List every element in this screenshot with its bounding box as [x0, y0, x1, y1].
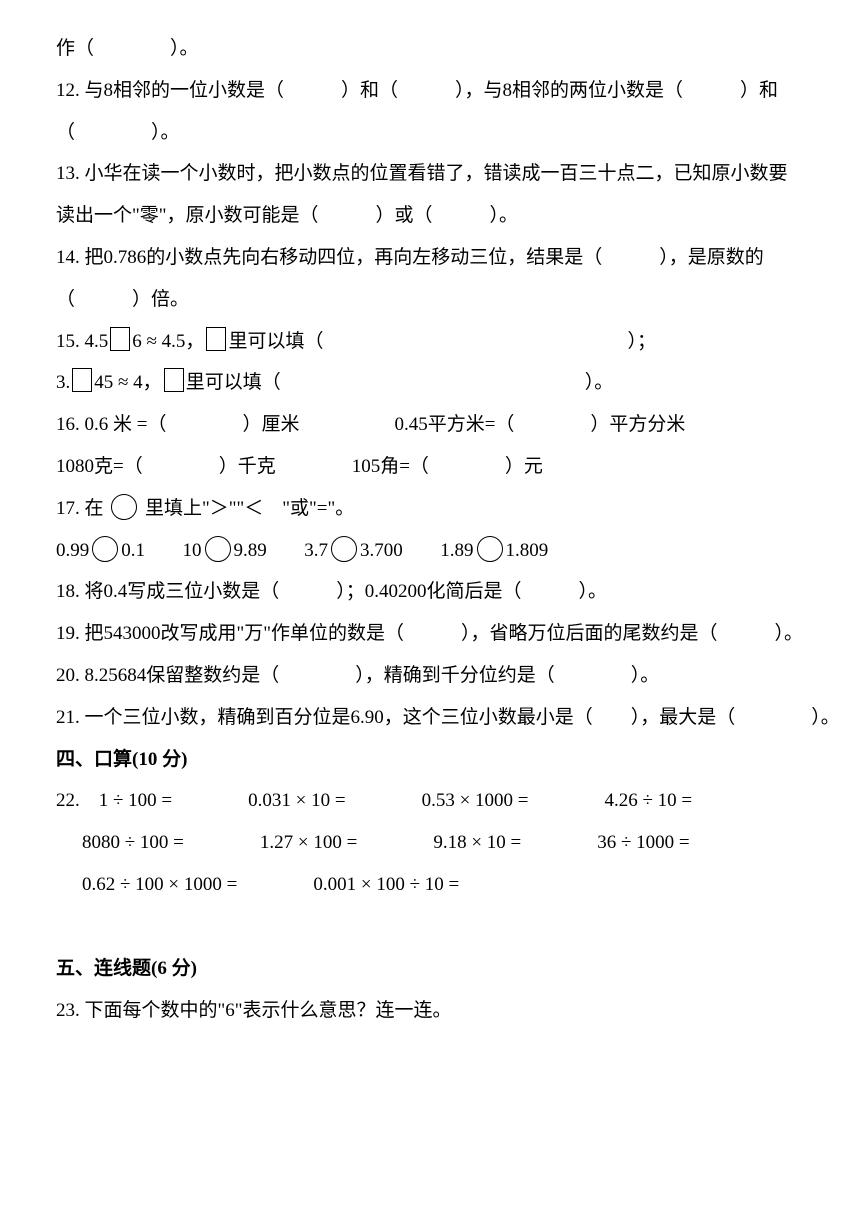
q15-mid1a: 6 ≈ 4.5，: [132, 331, 204, 352]
blank-box-icon: [72, 368, 92, 392]
q17-line1: 17. 在 里填上"＞""＜ "或"="。: [56, 488, 800, 530]
circle-icon: [477, 536, 503, 562]
blank-box-icon: [206, 327, 226, 351]
q16-line2: 1080克=（ ）千克 105角=（ ）元: [56, 446, 800, 488]
q17-p3a: 3.7: [304, 540, 328, 561]
q15-mid2a: 45 ≈ 4，: [94, 372, 161, 393]
circle-icon: [331, 536, 357, 562]
blank-box-icon: [110, 327, 130, 351]
q17-p3b: 3.700: [360, 540, 403, 561]
q18: 18. 将0.4写成三位小数是（ ）；0.40200化简后是（ ）。: [56, 571, 800, 613]
circle-icon: [92, 536, 118, 562]
q14-line2: （ ）倍。: [56, 279, 800, 321]
q17-line2: 0.99 0.1 10 9.89 3.7 3.700 1.89 1.809: [56, 530, 800, 572]
q19: 19. 把543000改写成用"万"作单位的数是（ ），省略万位后面的尾数约是（…: [56, 613, 800, 655]
q17-p1b: 0.1: [121, 540, 145, 561]
q15-pre2: 3.: [56, 372, 70, 393]
q16-line1: 16. 0.6 米 =（ ）厘米 0.45平方米=（ ）平方分米: [56, 404, 800, 446]
q15-pre1: 15. 4.5: [56, 331, 108, 352]
q17-p4a: 1.89: [440, 540, 473, 561]
q15-line1: 15. 4.5 6 ≈ 4.5， 里可以填（ ）；: [56, 321, 800, 363]
q11-fragment: 作（ ）。: [56, 28, 800, 70]
circle-icon: [111, 494, 137, 520]
q12-line2: （ ）。: [56, 112, 800, 154]
section4-title: 四、口算(10 分): [56, 739, 800, 781]
q15-mid1b: 里可以填（ ）；: [228, 331, 656, 352]
circle-icon: [205, 536, 231, 562]
q17-p2a: 10: [183, 540, 202, 561]
q13-line1: 13. 小华在读一个小数时，把小数点的位置看错了，错读成一百三十点二，已知原小数…: [56, 153, 800, 195]
q22-row2: 8080 ÷ 100 = 1.27 × 100 = 9.18 × 10 = 36…: [56, 822, 800, 864]
q13-line2: 读出一个"零"，原小数可能是（ ）或（ ）。: [56, 195, 800, 237]
q23: 23. 下面每个数中的"6"表示什么意思？连一连。: [56, 990, 800, 1032]
q17-post: 里填上"＞""＜ "或"="。: [145, 498, 354, 519]
section5-title: 五、连线题(6 分): [56, 948, 800, 990]
q14-line1: 14. 把0.786的小数点先向右移动四位，再向左移动三位，结果是（ ），是原数…: [56, 237, 800, 279]
q22-row1: 22. 1 ÷ 100 = 0.031 × 10 = 0.53 × 1000 =…: [56, 780, 800, 822]
q12-line1: 12. 与8相邻的一位小数是（ ）和（ ），与8相邻的两位小数是（ ）和: [56, 70, 800, 112]
q17-p2b: 9.89: [234, 540, 267, 561]
q20: 20. 8.25684保留整数约是（ ），精确到千分位约是（ ）。: [56, 655, 800, 697]
q17-p1a: 0.99: [56, 540, 89, 561]
q22-row3: 0.62 ÷ 100 × 1000 = 0.001 × 100 ÷ 10 =: [56, 864, 800, 906]
q21: 21. 一个三位小数，精确到百分位是6.90，这个三位小数最小是（ ），最大是（…: [56, 697, 800, 739]
q17-pre: 17. 在: [56, 498, 104, 519]
q17-p4b: 1.809: [506, 540, 549, 561]
blank-box-icon: [164, 368, 184, 392]
q15-line2: 3. 45 ≈ 4， 里可以填（ ）。: [56, 362, 800, 404]
q15-mid2b: 里可以填（ ）。: [186, 372, 614, 393]
